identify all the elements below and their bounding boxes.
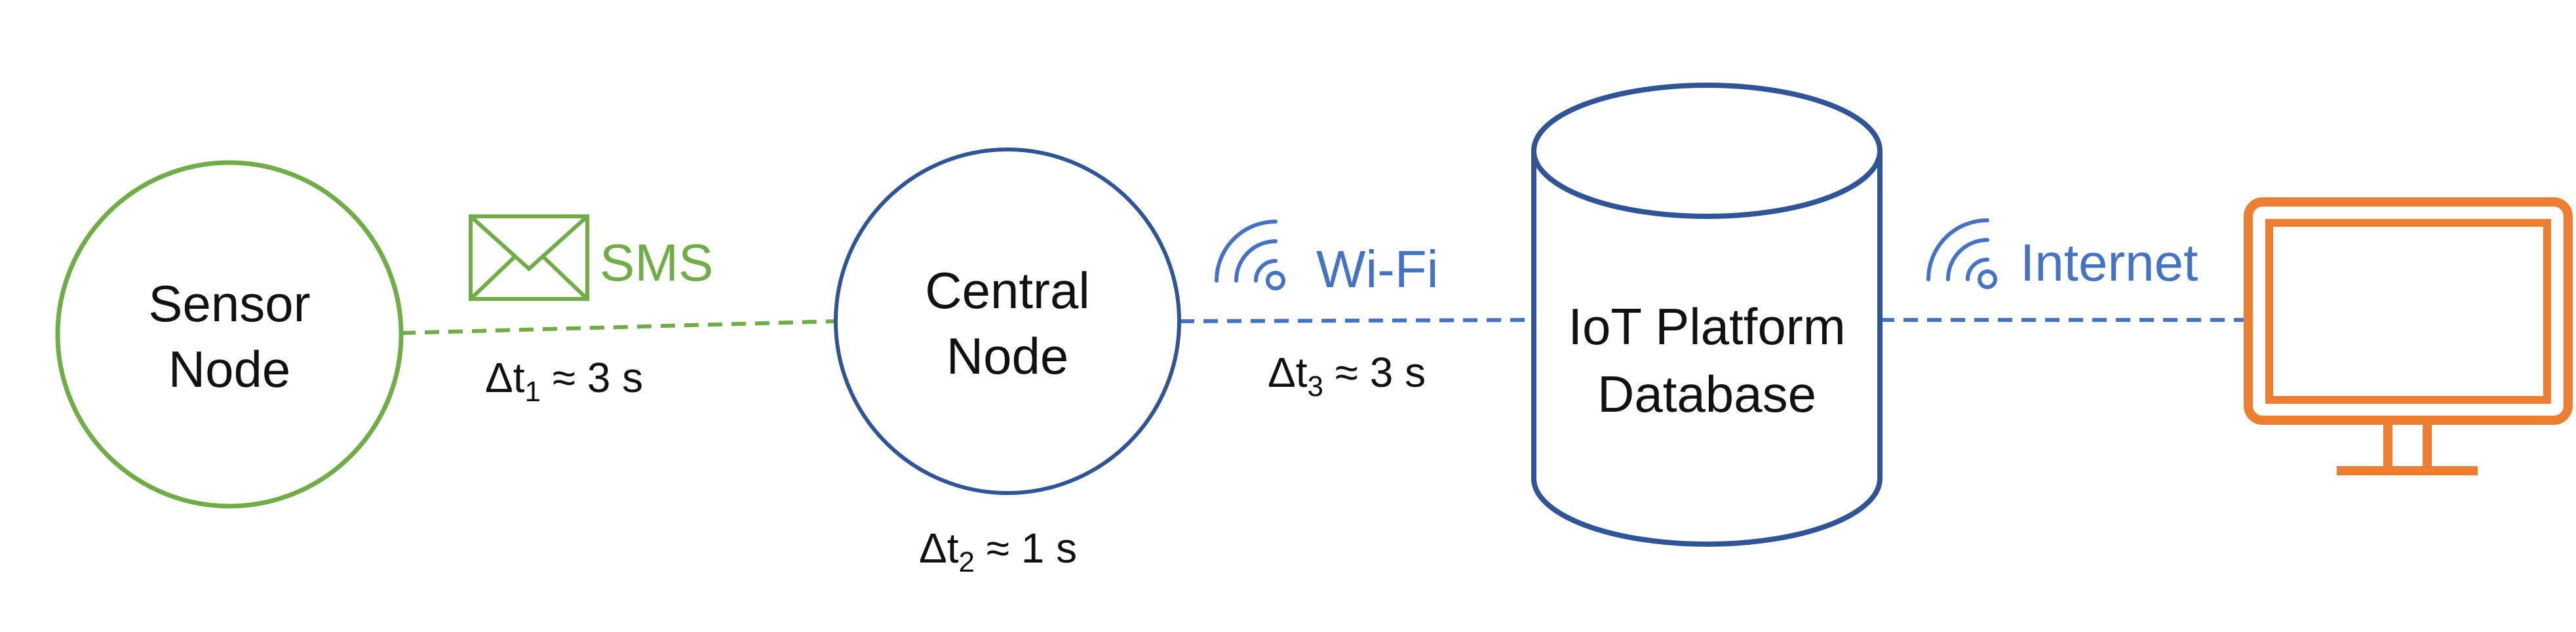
internet-label: Internet [2020, 233, 2198, 292]
central-node: Central Node [834, 148, 1181, 495]
sms-link-line [400, 319, 836, 335]
monitor-icon [2244, 197, 2573, 475]
delay-t3: Δt3 ≈ 3 s [1268, 349, 1426, 403]
database-cylinder: IoT Platform Database [1531, 83, 1883, 547]
delay-t2: Δt2 ≈ 1 s [919, 524, 1077, 578]
sms-label: SMS [600, 233, 713, 292]
wifi-link-line [1179, 318, 1534, 323]
internet-wifi-icon [1926, 218, 1997, 289]
wifi-icon [1215, 220, 1285, 290]
envelope-icon [469, 214, 589, 301]
database-label-line1: IoT Platform [1568, 298, 1845, 355]
wifi-label: Wi-Fi [1316, 240, 1439, 298]
sensor-node: Sensor Node [55, 160, 404, 509]
central-node-label-line2: Node [946, 327, 1068, 385]
central-node-label-line1: Central [925, 262, 1089, 319]
delay-t1: Δt1 ≈ 3 s [485, 354, 643, 408]
sensor-node-label-line1: Sensor [148, 275, 310, 332]
sensor-node-label-line2: Node [168, 340, 290, 398]
database-label-line2: Database [1597, 365, 1816, 423]
